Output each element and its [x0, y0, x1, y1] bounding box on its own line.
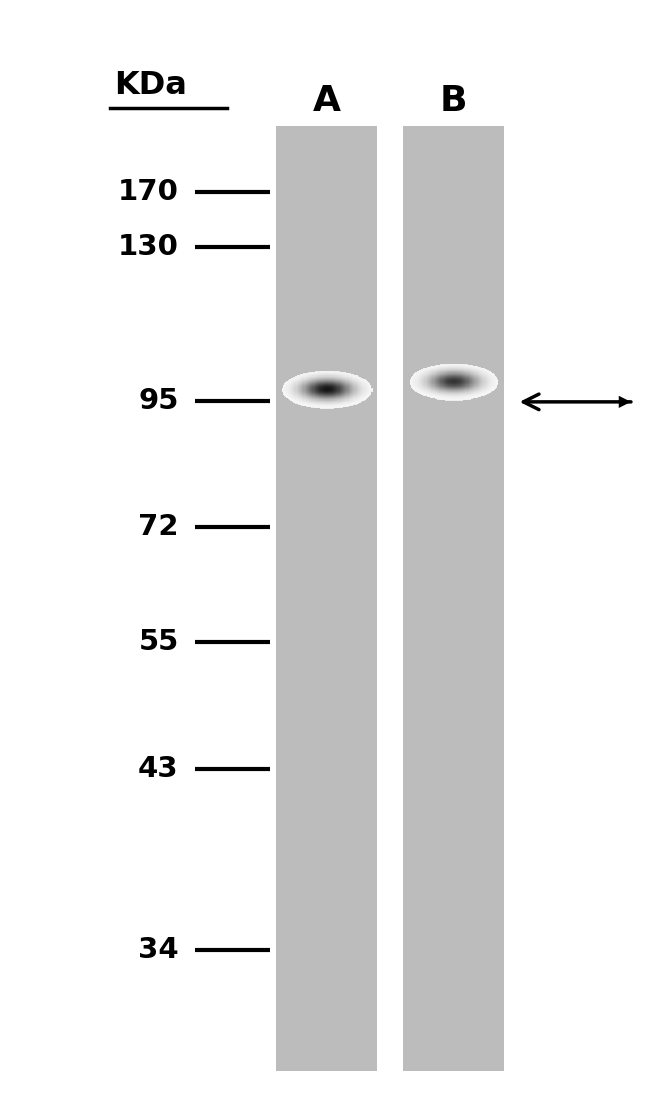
- Bar: [403, 126, 504, 1071]
- Text: 55: 55: [138, 628, 179, 657]
- Text: A: A: [313, 85, 341, 117]
- Text: 72: 72: [138, 513, 179, 541]
- Text: B: B: [439, 85, 467, 117]
- Text: 95: 95: [138, 386, 179, 415]
- Text: 130: 130: [118, 233, 179, 261]
- Bar: [276, 126, 377, 1071]
- Text: 43: 43: [138, 754, 179, 783]
- Text: KDa: KDa: [114, 70, 187, 101]
- Text: 34: 34: [138, 935, 179, 964]
- Text: 170: 170: [118, 178, 179, 206]
